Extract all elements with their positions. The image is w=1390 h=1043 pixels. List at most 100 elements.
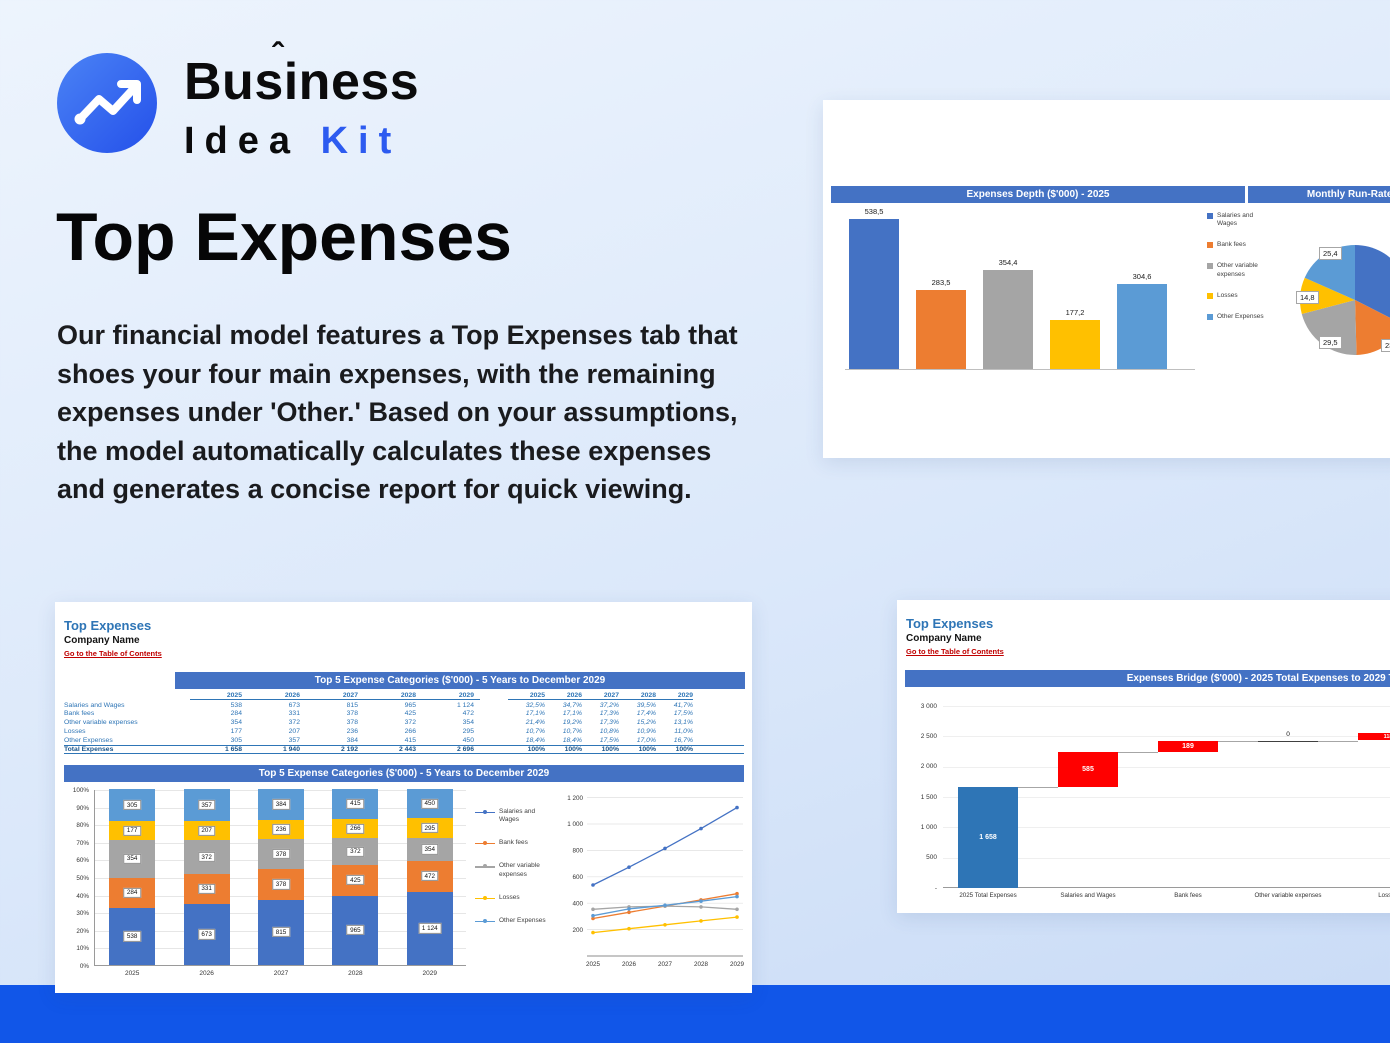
x-axis-label: 2025 — [124, 970, 140, 977]
page-title: Top Expenses — [56, 199, 512, 275]
cell-value: 1 658 — [224, 745, 242, 753]
top-expenses-sheet-screenshot: Top Expenses Company Name Go to the Tabl… — [55, 602, 752, 993]
cell-value: 425 — [404, 710, 416, 718]
segment-data-label: 331 — [197, 883, 216, 895]
y-axis-label: 90% — [76, 804, 89, 812]
bar-data-label: 304,6 — [1132, 272, 1152, 281]
waterfall-chart: 1 658 2025 Total Expenses 585 Salaries and … — [943, 692, 1390, 899]
segment-data-label: 354 — [123, 853, 141, 865]
cell-value: 384 — [346, 736, 358, 744]
segment-data-label: 384 — [272, 799, 290, 810]
cell-percent: 10,7% — [525, 728, 545, 736]
segment-data-label: 372 — [197, 851, 216, 863]
table-of-contents-link[interactable]: Go to the Table of Contents — [906, 647, 1004, 656]
legend-item: Losses — [1207, 292, 1269, 300]
cell-value: 284 — [230, 710, 242, 718]
cell-value: 538 — [230, 701, 242, 709]
svg-text:2028: 2028 — [694, 961, 709, 968]
stack-segment: 177 — [109, 821, 156, 841]
cell-percent: 17,4% — [636, 710, 656, 718]
legend-swatch — [1207, 263, 1213, 270]
cell-percent: 37,2% — [599, 701, 619, 709]
legend-item: Other Expenses — [1207, 313, 1269, 321]
cell-percent: 17,0% — [636, 736, 656, 744]
gridline — [943, 797, 1390, 798]
y-axis-label: 1 000 — [920, 823, 937, 831]
legend-item: Salaries and Wages — [475, 808, 549, 824]
stack-segment: 415 — [332, 789, 379, 819]
stack-segment: 295 — [406, 818, 453, 838]
stack-segment: 372 — [183, 840, 230, 874]
cell-value: 450 — [462, 736, 474, 744]
segment-data-label: 378 — [272, 848, 290, 860]
stacked-bar-plot: 538 284 354 177 305 2025 673 331 372 207 357 2026 81… — [94, 789, 466, 977]
expense-table: 2025 2026 2027 2028 2029 2025 2026 2027 2028 2029… — [64, 692, 744, 754]
depth-chart-header: Expenses Depth ($'000) - 2025 — [831, 186, 1245, 203]
brand-kit-text: Kit — [320, 120, 402, 162]
cell-value: 2 696 — [456, 745, 474, 753]
svg-text:2027: 2027 — [658, 961, 673, 968]
brand-name-line1: Business ˆ — [184, 37, 419, 112]
line-chart-svg: 200 400 600 800 1 000 1 200 2025 2026 2027 2028 20… — [567, 795, 744, 968]
runrate-pie-chart — [1290, 235, 1390, 365]
bar-data-label: 283,5 — [931, 278, 951, 287]
stack-segment: 354 — [406, 837, 453, 861]
connector-line — [1218, 740, 1258, 742]
cell-percent: 15,2% — [636, 719, 656, 727]
cell-value: 357 — [288, 736, 300, 744]
cell-percent: 100% — [638, 745, 656, 753]
segment-data-label: 538 — [123, 931, 141, 942]
y-axis-label: 50% — [76, 875, 89, 882]
cell-value: 378 — [346, 710, 358, 718]
cell-value: 372 — [404, 719, 416, 727]
cell-percent: 100% — [601, 745, 619, 753]
cell-percent: 32,5% — [525, 701, 545, 709]
y-axis-label: 80% — [76, 822, 89, 830]
segment-data-label: 815 — [272, 927, 290, 938]
expenses-depth-screenshot: Expenses Depth ($'000) - 2025 Monthly Ru… — [823, 100, 1390, 458]
page-description: Our financial model features a Top Expen… — [57, 320, 738, 505]
table-row: Other variable expenses 354 372 378 372 354 21… — [64, 718, 744, 727]
segment-data-label: 357 — [197, 800, 216, 811]
cell-value: 305 — [230, 736, 242, 744]
segment-data-label: 1 124 — [418, 923, 442, 934]
waterfall-bar-1: 585 — [1058, 751, 1118, 788]
legend-marker-dot — [483, 918, 487, 923]
table-of-contents-link[interactable]: Go to the Table of Contents — [64, 649, 162, 658]
legend-marker — [475, 840, 495, 847]
x-axis-label: 2027 — [273, 970, 289, 977]
cell-percent: 10,9% — [636, 728, 656, 736]
stack-segment: 425 — [332, 864, 379, 896]
brand-name-line2: Idea Kit — [184, 120, 419, 163]
cell-percent: 10,8% — [599, 728, 619, 736]
company-name: Company Name — [906, 633, 982, 644]
x-axis-label: Salaries and Wages — [1060, 892, 1116, 899]
svg-text:800: 800 — [572, 848, 583, 855]
y-axis-label: - — [934, 884, 937, 892]
bottom-accent-band — [0, 985, 1390, 1043]
pie-data-label: 14,8 — [1296, 291, 1319, 304]
x-axis-label: Bank fees — [1174, 892, 1202, 899]
svg-text:1 000: 1 000 — [567, 821, 583, 828]
legend-label: Other variable expenses — [499, 862, 540, 878]
connector-line — [1318, 740, 1358, 742]
legend-label: Other Expenses — [499, 916, 546, 924]
segment-data-label: 207 — [197, 825, 216, 836]
legend-marker-dot — [483, 864, 487, 869]
segment-data-label: 378 — [272, 879, 290, 890]
gridline — [943, 766, 1390, 768]
gridline — [943, 736, 1390, 738]
cell-value: 207 — [288, 728, 300, 736]
bar-data-label: 0 — [1286, 730, 1290, 738]
cell-percent: 2029 — [656, 692, 693, 701]
segment-data-label: 673 — [197, 929, 216, 940]
bar-data-label: 177,2 — [1065, 308, 1085, 317]
stack-segment: 815 — [258, 899, 304, 965]
svg-text:400: 400 — [572, 900, 583, 907]
segment-data-label: 472 — [421, 871, 439, 882]
cell-value: 2026 — [248, 692, 306, 701]
row-label: Total Expenses — [64, 745, 114, 753]
stack-segment: 1 124 — [406, 891, 453, 965]
legend-label: Other Expenses — [1217, 312, 1264, 320]
y-axis-labels: 0% 10% 20% 30% 40% 50% 60% 70% 80% 90% 100% — [64, 787, 92, 970]
